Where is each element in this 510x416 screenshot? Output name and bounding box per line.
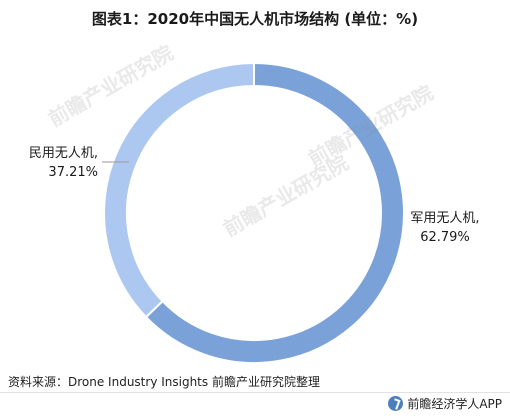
footer-divider: [0, 392, 510, 393]
footer-brand: 前瞻经济学人APP: [388, 395, 502, 412]
data-label-civil: 民用无人机, 37.21%: [29, 146, 98, 180]
data-label-military: 军用无人机, 62.79%: [410, 211, 479, 245]
donut-slice-civil: [104, 63, 254, 317]
source-note: 资料来源：Drone Industry Insights 前瞻产业研究院整理: [8, 373, 320, 390]
brand-name: 前瞻经济学人APP: [407, 395, 502, 412]
brand-logo-icon: [388, 396, 403, 411]
